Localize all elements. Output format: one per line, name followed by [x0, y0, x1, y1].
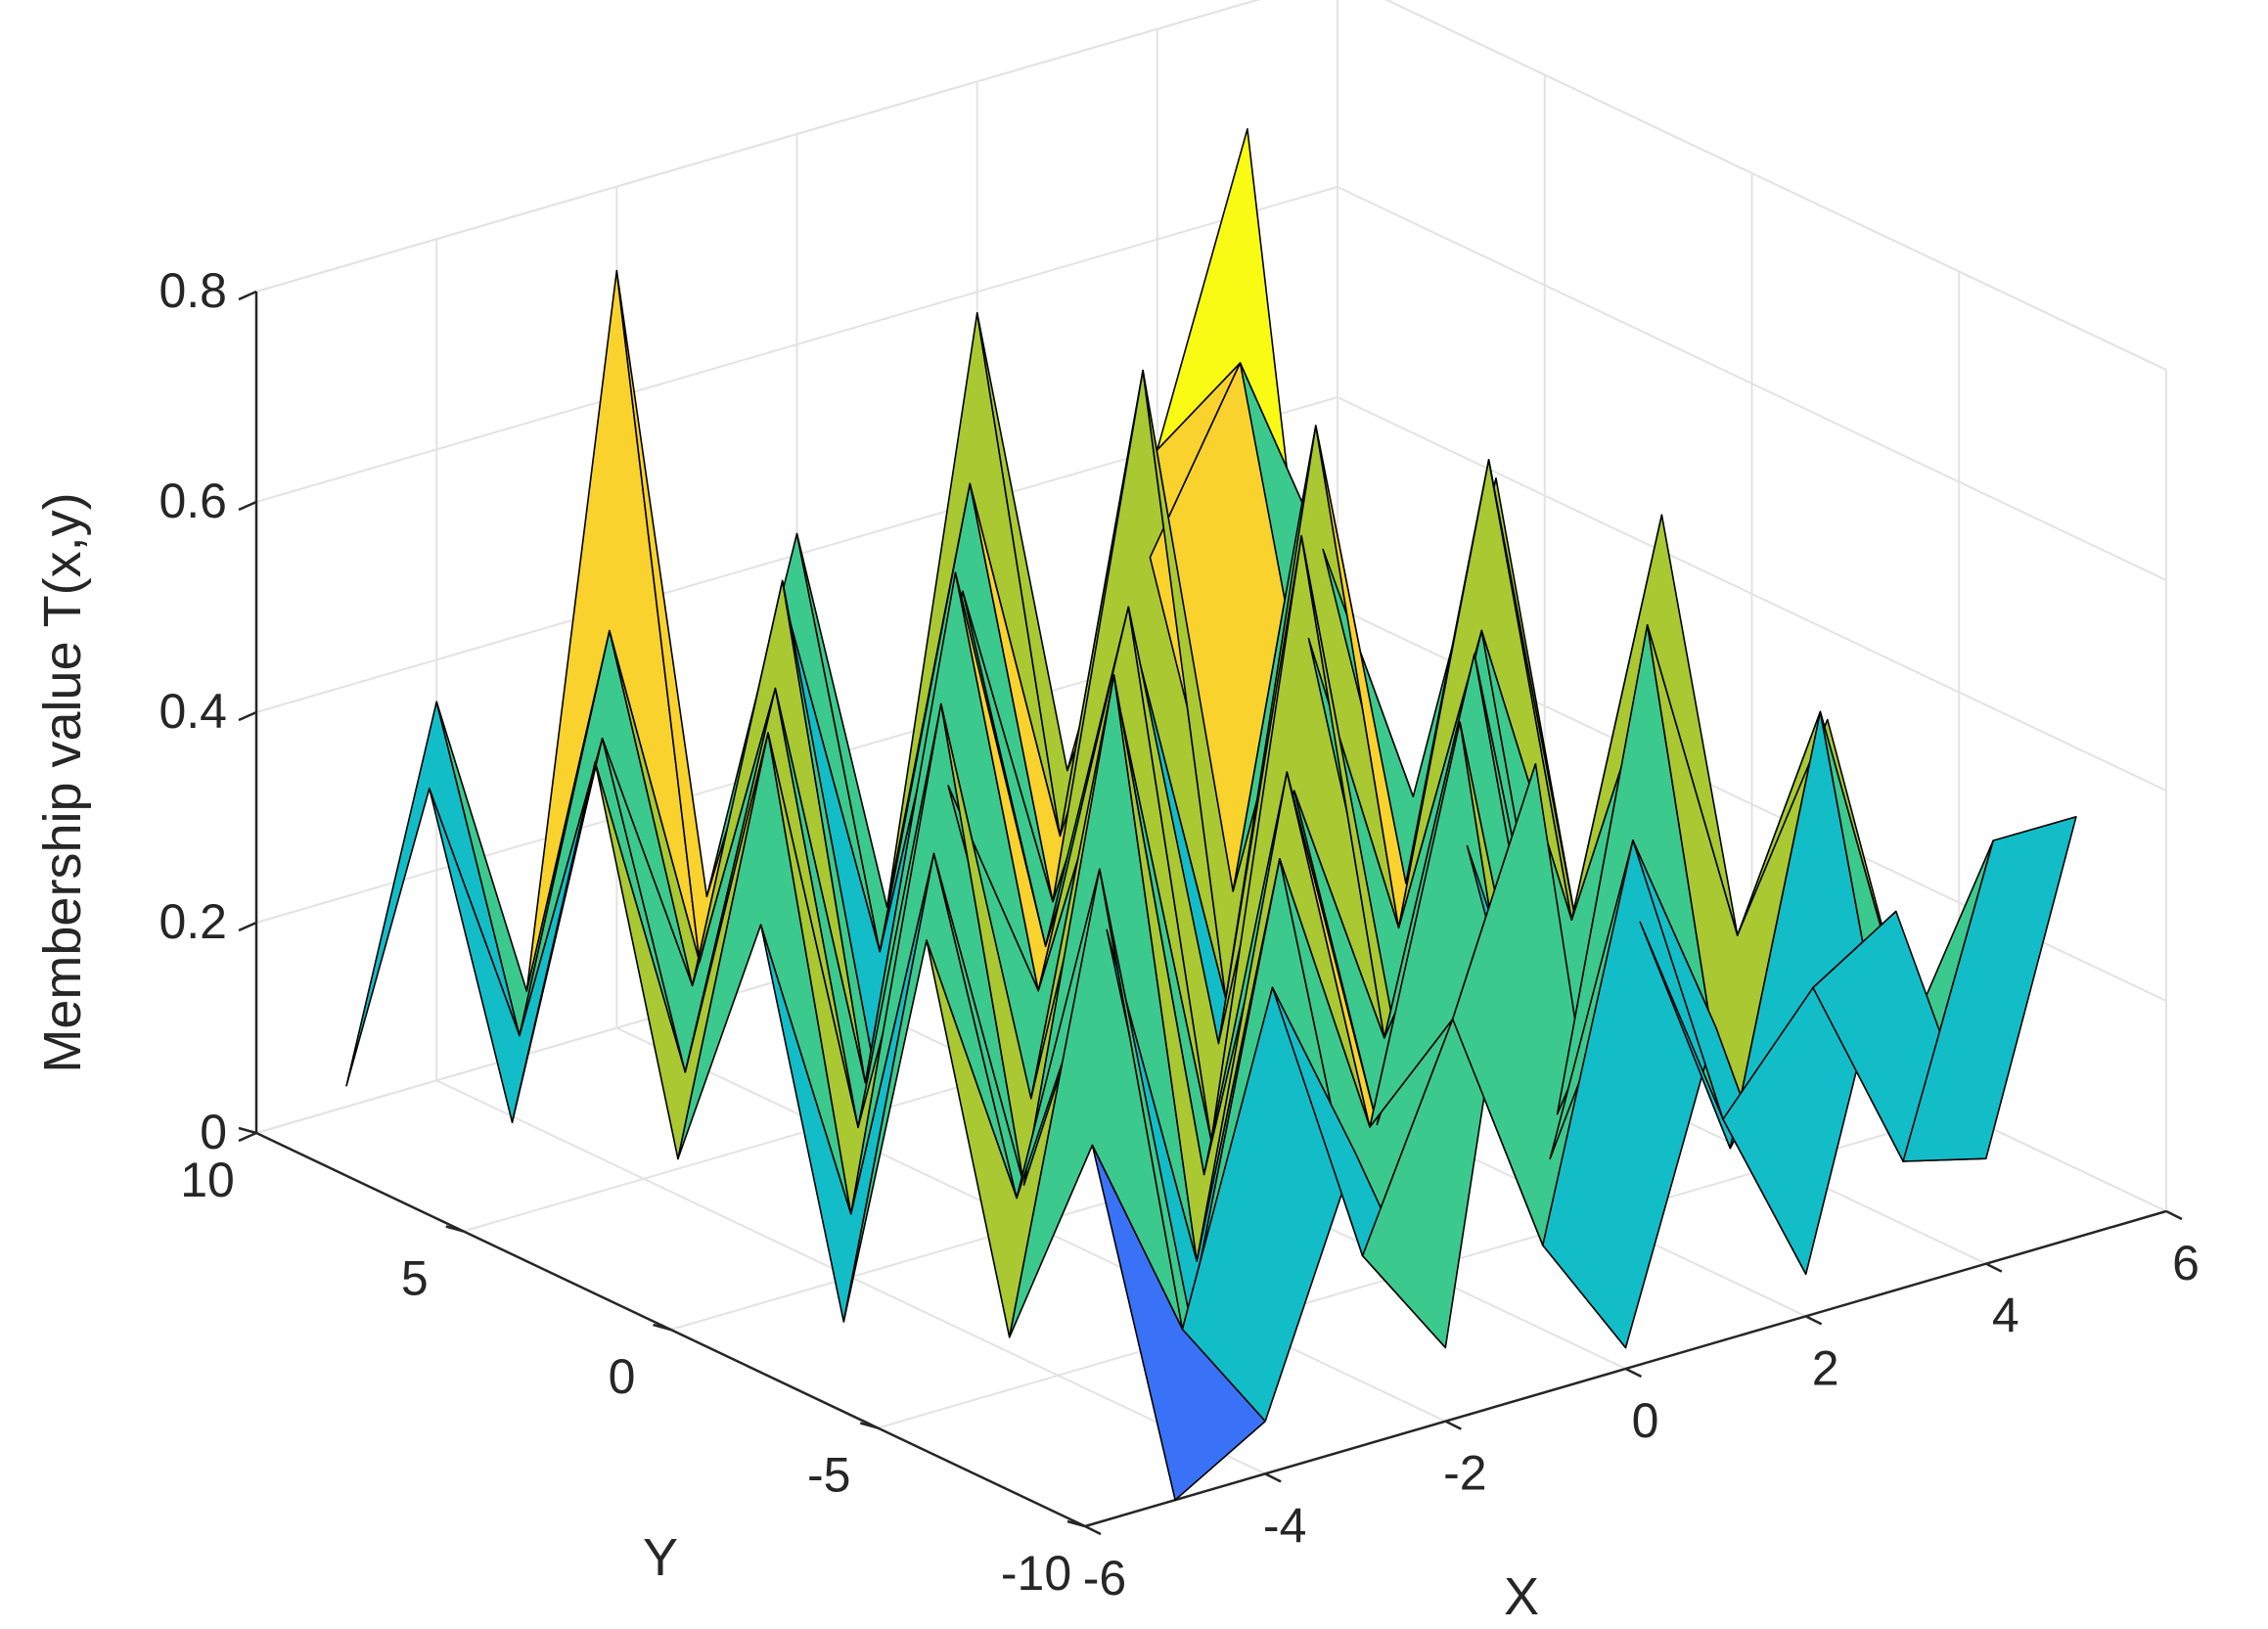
x-tick-label-2: -2 [1443, 1446, 1486, 1501]
y-tick-label-3: 5 [401, 1251, 429, 1306]
grid-line-z-right-2 [1337, 396, 2167, 792]
x-tick-mark-6 [2165, 1209, 2183, 1221]
grid-line-z-right-3 [1337, 186, 2167, 581]
y-tick-mark-3 [445, 1225, 465, 1233]
z-tick-label-4: 0.8 [159, 263, 227, 318]
right-top-edge [1384, 0, 2167, 371]
grid-line-z-back-3 [255, 186, 1338, 503]
y-axis-label: Y [643, 1528, 678, 1587]
y-tick-label-4: 10 [180, 1153, 235, 1207]
z-tick-mark-0 [238, 1131, 257, 1143]
x-tick-mark-1 [1264, 1472, 1282, 1483]
surface-layer [345, 128, 2077, 1501]
y-tick-label-2: 0 [609, 1349, 636, 1404]
x-tick-label-1: -4 [1263, 1498, 1306, 1553]
x-tick-mark-3 [1624, 1367, 1643, 1379]
x-tick-label-5: 4 [1992, 1289, 2019, 1343]
z-tick-mark-3 [238, 500, 257, 512]
x-tick-mark-4 [1805, 1315, 1823, 1326]
x-tick-mark-5 [1985, 1262, 2003, 1273]
z-tick-mark-1 [238, 921, 257, 932]
z-axis-label: Membership value T(x,y) [33, 492, 92, 1072]
y-tick-mark-4 [238, 1126, 257, 1135]
y-tick-label-1: -5 [807, 1448, 850, 1503]
y-tick-label-0: -10 [1001, 1546, 1071, 1601]
y-tick-mark-2 [653, 1323, 671, 1332]
x-tick-label-6: 6 [2172, 1236, 2200, 1290]
z-tick-label-3: 0.6 [159, 474, 227, 528]
x-axis-label: X [1504, 1567, 1539, 1626]
y-tick-mark-0 [1066, 1519, 1086, 1528]
x-tick-label-3: 0 [1632, 1393, 1659, 1448]
x-tick-label-4: 2 [1812, 1340, 1839, 1395]
surface-facet-0-9 [1902, 816, 2077, 1162]
z-tick-label-2: 0.4 [159, 684, 227, 739]
x-tick-mark-0 [1084, 1524, 1102, 1536]
back-top-edge [255, 0, 1261, 293]
z-tick-mark-2 [238, 710, 257, 722]
z-tick-label-1: 0.2 [159, 894, 227, 949]
x-tick-mark-2 [1444, 1420, 1462, 1430]
z-tick-mark-4 [238, 290, 257, 301]
x-tick-label-0: -6 [1083, 1551, 1126, 1606]
y-tick-mark-1 [859, 1422, 879, 1429]
z-tick-label-0: 0 [200, 1105, 227, 1159]
